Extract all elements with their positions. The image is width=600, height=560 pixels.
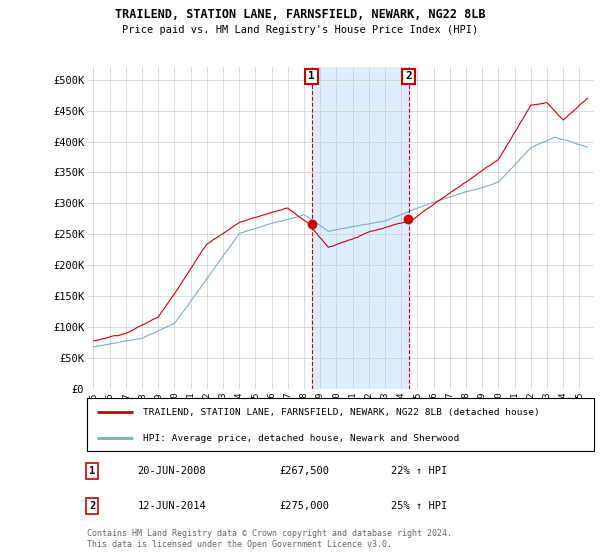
Text: TRAILEND, STATION LANE, FARNSFIELD, NEWARK, NG22 8LB: TRAILEND, STATION LANE, FARNSFIELD, NEWA… (115, 8, 485, 21)
Text: £267,500: £267,500 (280, 466, 329, 476)
Text: £275,000: £275,000 (280, 501, 329, 511)
Text: 20-JUN-2008: 20-JUN-2008 (138, 466, 206, 476)
Text: 22% ↑ HPI: 22% ↑ HPI (391, 466, 448, 476)
Text: HPI: Average price, detached house, Newark and Sherwood: HPI: Average price, detached house, Newa… (143, 433, 459, 442)
FancyBboxPatch shape (87, 398, 594, 451)
Text: TRAILEND, STATION LANE, FARNSFIELD, NEWARK, NG22 8LB (detached house): TRAILEND, STATION LANE, FARNSFIELD, NEWA… (143, 408, 539, 417)
Text: Contains HM Land Registry data © Crown copyright and database right 2024.
This d: Contains HM Land Registry data © Crown c… (87, 529, 452, 549)
Text: 12-JUN-2014: 12-JUN-2014 (138, 501, 206, 511)
Text: 2: 2 (89, 501, 95, 511)
Text: 25% ↑ HPI: 25% ↑ HPI (391, 501, 448, 511)
Text: 1: 1 (89, 466, 95, 476)
Bar (311, 67, 409, 389)
Text: Price paid vs. HM Land Registry's House Price Index (HPI): Price paid vs. HM Land Registry's House … (122, 25, 478, 35)
Text: 2: 2 (405, 72, 412, 82)
Text: 1: 1 (308, 72, 315, 82)
